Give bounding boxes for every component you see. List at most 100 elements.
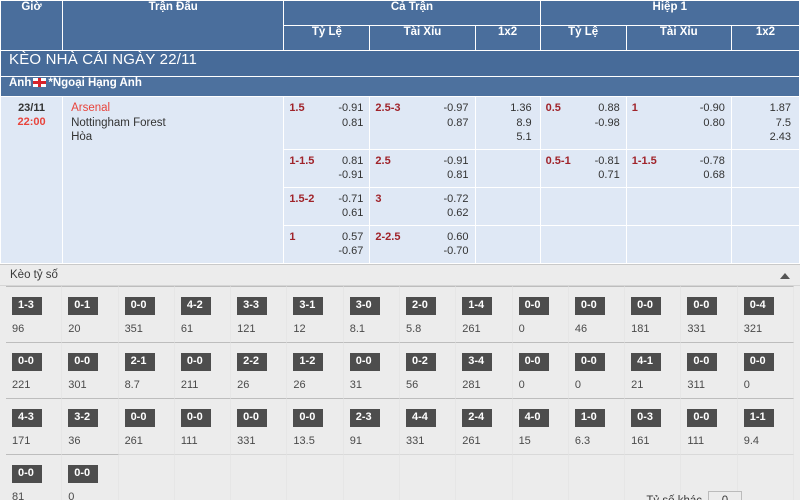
score-cell[interactable]: 0-0 331 xyxy=(231,397,288,454)
score-cell[interactable]: 2-3 91 xyxy=(343,397,400,454)
score-odds-value[interactable]: 56 xyxy=(405,378,419,391)
score-label[interactable]: 0-0 xyxy=(349,352,380,371)
h1-overunder-cell-odd[interactable]: -0.78 xyxy=(699,154,725,167)
score-odds-value[interactable]: 31 xyxy=(349,378,362,391)
score-odds-value[interactable]: 0 xyxy=(518,322,525,335)
h1-1x2-cell-odd[interactable]: 1.87 xyxy=(769,102,791,114)
score-label[interactable]: 0-0 xyxy=(68,352,99,371)
score-cell[interactable]: 0-1 20 xyxy=(62,285,119,342)
score-odds-value[interactable]: 331 xyxy=(687,322,706,335)
score-odds-value[interactable]: 161 xyxy=(631,434,650,447)
score-odds-value[interactable]: 91 xyxy=(349,434,362,447)
score-odds-value[interactable]: 20 xyxy=(68,322,81,335)
score-cell[interactable]: 0-0 13.5 xyxy=(287,397,344,454)
score-odds-value[interactable]: 111 xyxy=(687,434,705,447)
score-label[interactable]: 0-4 xyxy=(743,296,774,315)
ft-overunder-cell[interactable]: 2-2.5 0.60 -0.70 xyxy=(369,224,476,264)
score-label[interactable]: 0-0 xyxy=(237,408,268,427)
score-cell[interactable]: 2-4 261 xyxy=(456,397,513,454)
ft-overunder-cell-odds[interactable]: -0.72 0.62 xyxy=(443,192,468,221)
score-cell[interactable]: 1-0 6.3 xyxy=(568,397,626,454)
score-odds-value[interactable]: 96 xyxy=(12,322,25,335)
score-cell[interactable]: 1-4 261 xyxy=(456,285,513,342)
score-cell[interactable]: 4-1 21 xyxy=(625,341,682,398)
ft-overunder-cell-odd[interactable]: -0.70 xyxy=(443,245,469,257)
score-odds-value[interactable]: 0 xyxy=(518,378,525,391)
ft-handicap-cell[interactable]: 1-1.5 0.81 -0.91 xyxy=(283,148,371,188)
score-cell[interactable]: 0-0 351 xyxy=(118,285,175,342)
score-label[interactable]: 0-0 xyxy=(687,352,718,371)
score-label[interactable]: 0-0 xyxy=(687,408,718,427)
score-label[interactable]: 1-2 xyxy=(293,352,324,371)
caret-up-icon[interactable] xyxy=(780,272,790,279)
score-label[interactable]: 3-0 xyxy=(349,296,380,315)
score-odds-value[interactable]: 46 xyxy=(574,322,588,335)
score-label[interactable]: 0-0 xyxy=(687,296,718,315)
score-cell[interactable]: 3-4 281 xyxy=(456,341,513,398)
score-cell[interactable]: 4-0 15 xyxy=(512,397,569,454)
score-odds-value[interactable]: 281 xyxy=(462,378,481,391)
score-label[interactable]: 3-4 xyxy=(462,352,493,371)
score-label[interactable]: 2-1 xyxy=(124,352,155,371)
score-label[interactable]: 0-0 xyxy=(124,408,155,427)
score-cell[interactable]: 0-0 181 xyxy=(625,285,682,342)
score-odds-value[interactable]: 26 xyxy=(237,378,250,391)
ft-handicap-cell-odd[interactable]: -0.71 xyxy=(338,192,364,205)
score-label[interactable]: 2-2 xyxy=(237,352,268,371)
score-odds-value[interactable]: 0 xyxy=(574,378,581,391)
away-team[interactable]: Nottingham Forest xyxy=(71,116,166,129)
ft-handicap-cell[interactable]: 1.5-2 -0.71 0.61 xyxy=(283,186,371,226)
ft-handicap-cell[interactable]: 1 0.57 -0.67 xyxy=(283,224,371,264)
score-odds-value[interactable]: 311 xyxy=(687,378,705,391)
ft-handicap-cell-odd[interactable]: 0.81 xyxy=(341,154,364,167)
score-odds-value[interactable]: 8.7 xyxy=(124,378,140,391)
score-odds-value[interactable]: 61 xyxy=(180,322,194,335)
score-label[interactable]: 1-1 xyxy=(743,408,774,427)
h1-overunder-cell[interactable]: 1 -0.90 0.80 xyxy=(625,96,732,150)
ft-overunder-cell-odd[interactable]: 0.62 xyxy=(447,207,469,219)
ft-overunder-cell-odd[interactable]: -0.91 xyxy=(443,154,469,167)
h1-handicap-cell[interactable]: 0.5-1 -0.81 0.71 xyxy=(539,148,627,188)
score-cell[interactable]: 0-0 0 xyxy=(512,341,569,398)
h1-handicap-cell[interactable]: 0.5 0.88 -0.98 xyxy=(539,96,627,150)
score-odds-value[interactable]: 36 xyxy=(68,434,81,447)
ft-overunder-cell-odd[interactable]: 0.81 xyxy=(447,169,469,181)
score-odds-value[interactable]: 331 xyxy=(405,434,425,447)
other-score-value[interactable]: 0 xyxy=(708,490,742,500)
score-odds-value[interactable]: 221 xyxy=(12,378,31,391)
ft-handicap-cell-odd[interactable]: 0.81 xyxy=(341,116,364,129)
ft-1x2-cell-odd[interactable]: 8.9 xyxy=(516,116,532,129)
score-odds-value[interactable]: 26 xyxy=(293,378,306,391)
ft-handicap-cell[interactable]: 1.5 -0.91 0.81 xyxy=(283,96,371,150)
score-odds-value[interactable]: 261 xyxy=(462,322,481,335)
ft-handicap-cell-odds[interactable]: 0.57 -0.67 xyxy=(338,230,363,259)
h1-handicap-cell-odds[interactable]: 0.88 -0.98 xyxy=(595,101,620,130)
ft-handicap-cell-odd[interactable]: 0.61 xyxy=(341,207,364,219)
score-label[interactable]: 0-1 xyxy=(68,296,99,315)
score-odds-value[interactable]: 13.5 xyxy=(293,434,315,447)
score-cell[interactable]: 4-4 331 xyxy=(399,397,457,454)
score-cell[interactable]: 1-3 96 xyxy=(6,285,63,342)
score-cell[interactable]: 2-0 5.8 xyxy=(399,285,457,342)
score-cell[interactable]: 4-2 61 xyxy=(174,285,232,342)
score-label[interactable]: 0-0 xyxy=(743,352,774,371)
score-label[interactable]: 4-2 xyxy=(180,296,211,315)
h1-overunder-cell[interactable]: 1-1.5 -0.78 0.68 xyxy=(625,148,732,188)
score-cell[interactable]: 0-0 261 xyxy=(118,397,175,454)
score-panel-header[interactable]: Kèo tỷ số xyxy=(0,263,800,286)
score-label[interactable]: 0-0 xyxy=(124,296,155,315)
score-odds-value[interactable]: 261 xyxy=(462,434,481,447)
score-label[interactable]: 0-0 xyxy=(518,296,549,315)
ft-overunder-cell-odd[interactable]: 0.60 xyxy=(447,230,469,243)
score-label[interactable]: 0-0 xyxy=(631,296,662,315)
score-odds-value[interactable]: 21 xyxy=(631,378,644,391)
ft-overunder-cell[interactable]: 2.5-3 -0.97 0.87 xyxy=(369,96,476,150)
score-label[interactable]: 1-3 xyxy=(12,296,42,315)
score-label[interactable]: 4-0 xyxy=(518,408,549,427)
ft-handicap-cell-odds[interactable]: -0.71 0.61 xyxy=(338,192,363,221)
score-odds-value[interactable]: 6.3 xyxy=(574,434,591,447)
ft-1x2-cell[interactable]: 1.36 8.9 5.1 xyxy=(474,96,541,150)
score-cell[interactable]: 0-0 31 xyxy=(343,341,400,398)
score-cell[interactable]: 0-4 321 xyxy=(737,285,794,342)
score-label[interactable]: 0-0 xyxy=(12,352,42,371)
